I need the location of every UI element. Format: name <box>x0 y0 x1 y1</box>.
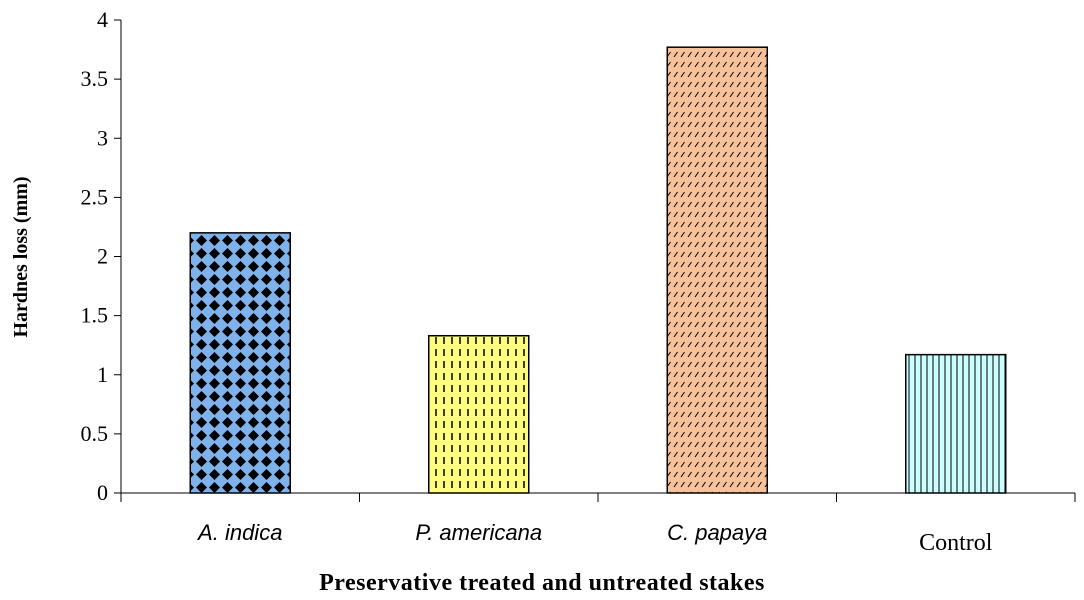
y-tick-label: 2.5 <box>81 184 109 209</box>
x-category-label: Control <box>919 530 993 556</box>
x-category-label: A. indica <box>196 520 282 545</box>
bar-control <box>905 353 1007 494</box>
y-tick-label: 4 <box>97 7 108 32</box>
y-tick-label: 1 <box>97 362 108 387</box>
y-tick-label: 2 <box>97 244 108 269</box>
bar-a-indica <box>189 232 291 494</box>
x-ticks <box>120 493 1076 502</box>
y-tick-label: 0 <box>97 480 108 505</box>
y-axis-title: Hardnes loss (mm) <box>10 176 32 337</box>
bars-group <box>189 46 1007 494</box>
y-tick-label: 3.5 <box>81 66 109 91</box>
y-tick-label: 0.5 <box>81 421 109 446</box>
bar-p-americana <box>428 334 530 494</box>
x-axis-title: Preservative treated and untreated stake… <box>319 570 765 596</box>
y-tick-label: 3 <box>97 125 108 150</box>
x-category-label: C. papaya <box>667 520 767 545</box>
x-category-label: P. americana <box>415 520 542 545</box>
x-category-labels: A. indica P. americana C. papaya Control <box>196 520 993 556</box>
y-tick-label: 1.5 <box>81 303 109 328</box>
bar-c-papaya <box>666 46 768 494</box>
y-ticks: 0 0.5 1 1.5 2 2.5 3 3.5 4 <box>81 7 121 505</box>
